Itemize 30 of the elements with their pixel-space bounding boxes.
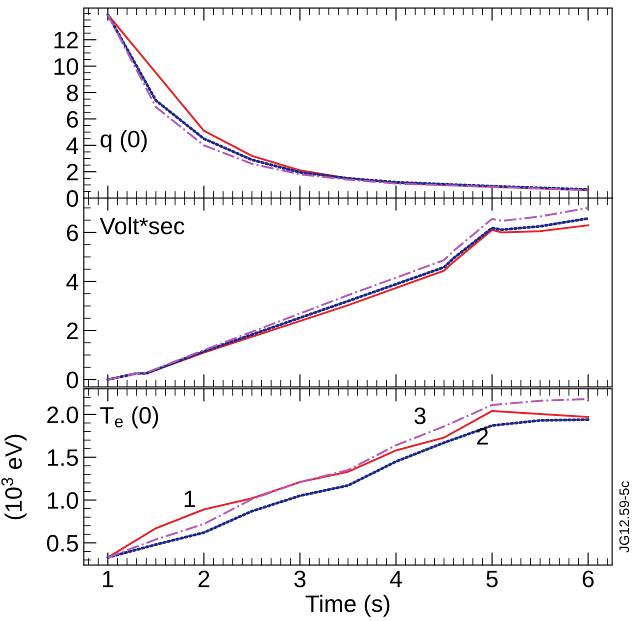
y-tick-label: 1.5 [48, 450, 78, 466]
series-label: 2 [477, 428, 488, 445]
x-tick-label: 6 [582, 570, 594, 588]
y-tick-label: 4 [66, 138, 78, 154]
y-tick-label: 0 [66, 190, 78, 207]
y-tick-label: 12 [54, 32, 78, 48]
y-tick-label: 10 [54, 58, 78, 75]
text: JG12.59-5c [619, 481, 630, 552]
y-tick-label: 0 [66, 372, 78, 388]
text: T$_{e}$ (0) [100, 406, 158, 428]
y-tick-label: 6 [67, 224, 78, 242]
text: q (0) [100, 130, 147, 152]
x-axis-title: Time (s) [306, 594, 390, 617]
y-axis-title: (10$^{3}$ eV) [1, 434, 27, 520]
y-tick-label: 8 [66, 84, 78, 102]
y-tick-label: 2.0 [47, 406, 78, 424]
y-tick-label: 1.0 [48, 492, 78, 509]
x-tick-label: 3 [294, 570, 306, 588]
series-label: 1 [184, 490, 195, 508]
series-label: 3 [414, 407, 426, 424]
y-tick-label: 6 [67, 110, 78, 128]
x-tick-label: 1 [103, 570, 114, 588]
x-tick-label: 2 [198, 570, 210, 588]
x-tick-label: 5 [486, 570, 498, 588]
y-tick-label: 2 [67, 322, 78, 340]
y-tick-label: 2 [67, 164, 78, 180]
x-tick-label: 4 [390, 570, 402, 588]
text: Volt*sec [100, 216, 184, 234]
y-tick-label: 4 [66, 274, 78, 290]
y-tick-label: 0.5 [47, 534, 78, 552]
